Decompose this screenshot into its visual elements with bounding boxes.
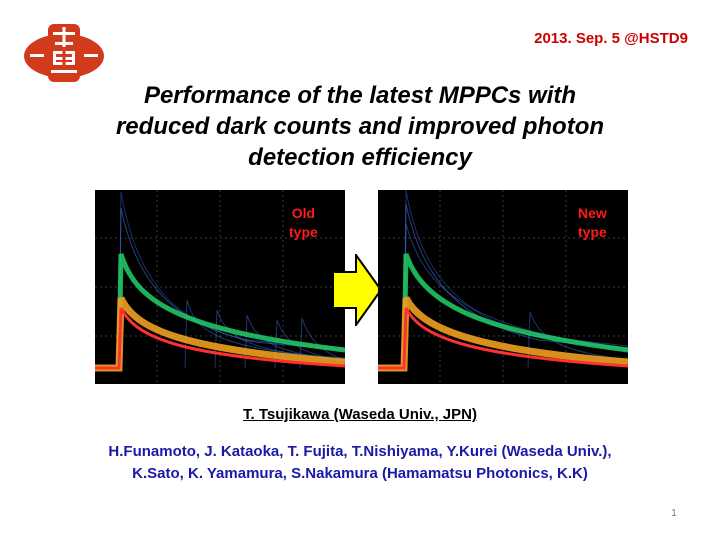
title-line-2: reduced dark counts and improved photon xyxy=(115,113,605,140)
date-venue: 2013. Sep. 5 @HSTD9 xyxy=(534,30,688,47)
waveform-new xyxy=(378,190,628,384)
coauthors: H.Funamoto, J. Kataoka, T. Fujita, T.Nis… xyxy=(0,441,720,485)
right-arrow-icon xyxy=(332,254,382,326)
oscilloscope-image-new: New type xyxy=(378,190,628,384)
old-type-label-line-1: Old xyxy=(291,205,316,221)
page-title: Performance of the latest MPPCs with red… xyxy=(60,80,660,173)
old-type-label: Old type xyxy=(289,204,318,242)
page-number: 1 xyxy=(671,508,677,519)
new-type-label-line-1: New xyxy=(578,205,607,221)
title-line-3: detection efficiency xyxy=(248,144,472,171)
coauthors-line-1: H.Funamoto, J. Kataoka, T. Fujita, T.Nis… xyxy=(108,443,612,460)
title-line-1: Performance of the latest MPPCs with xyxy=(143,82,577,109)
university-logo xyxy=(20,18,108,88)
new-type-label: New type xyxy=(578,204,607,242)
waveform-old xyxy=(95,190,345,384)
university-crest-icon xyxy=(24,24,104,82)
presenter-name: T. Tsujikawa (Waseda Univ., JPN) xyxy=(243,406,477,423)
oscilloscope-image-old: Old type xyxy=(95,190,345,384)
old-type-label-line-2: type xyxy=(289,224,318,240)
coauthors-line-2: K.Sato, K. Yamamura, S.Nakamura (Hamamat… xyxy=(132,465,588,482)
new-type-label-line-2: type xyxy=(578,224,607,240)
